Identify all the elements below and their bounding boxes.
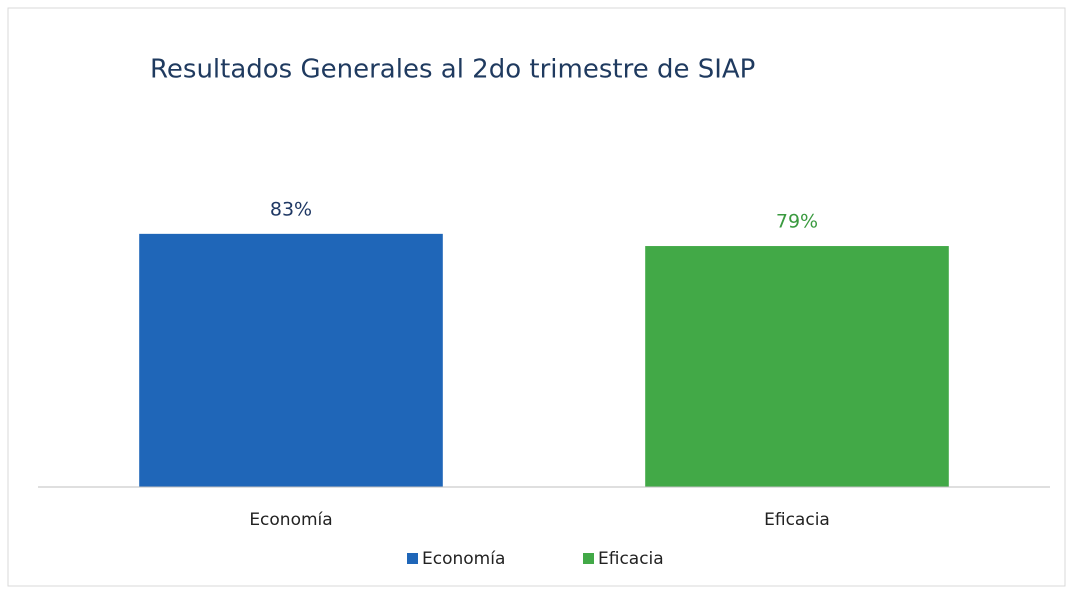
bar <box>139 233 443 487</box>
legend-swatch <box>583 553 594 564</box>
legend-label: Economía <box>422 549 505 569</box>
x-tick-label: Economía <box>249 510 332 530</box>
bar <box>645 246 949 487</box>
chart-title: Resultados Generales al 2do trimestre de… <box>150 55 755 85</box>
data-label: 79% <box>776 211 818 233</box>
legend-label: Eficacia <box>598 549 664 569</box>
legend-swatch <box>407 553 418 564</box>
x-tick-label: Eficacia <box>764 510 830 530</box>
data-label: 83% <box>270 198 312 220</box>
